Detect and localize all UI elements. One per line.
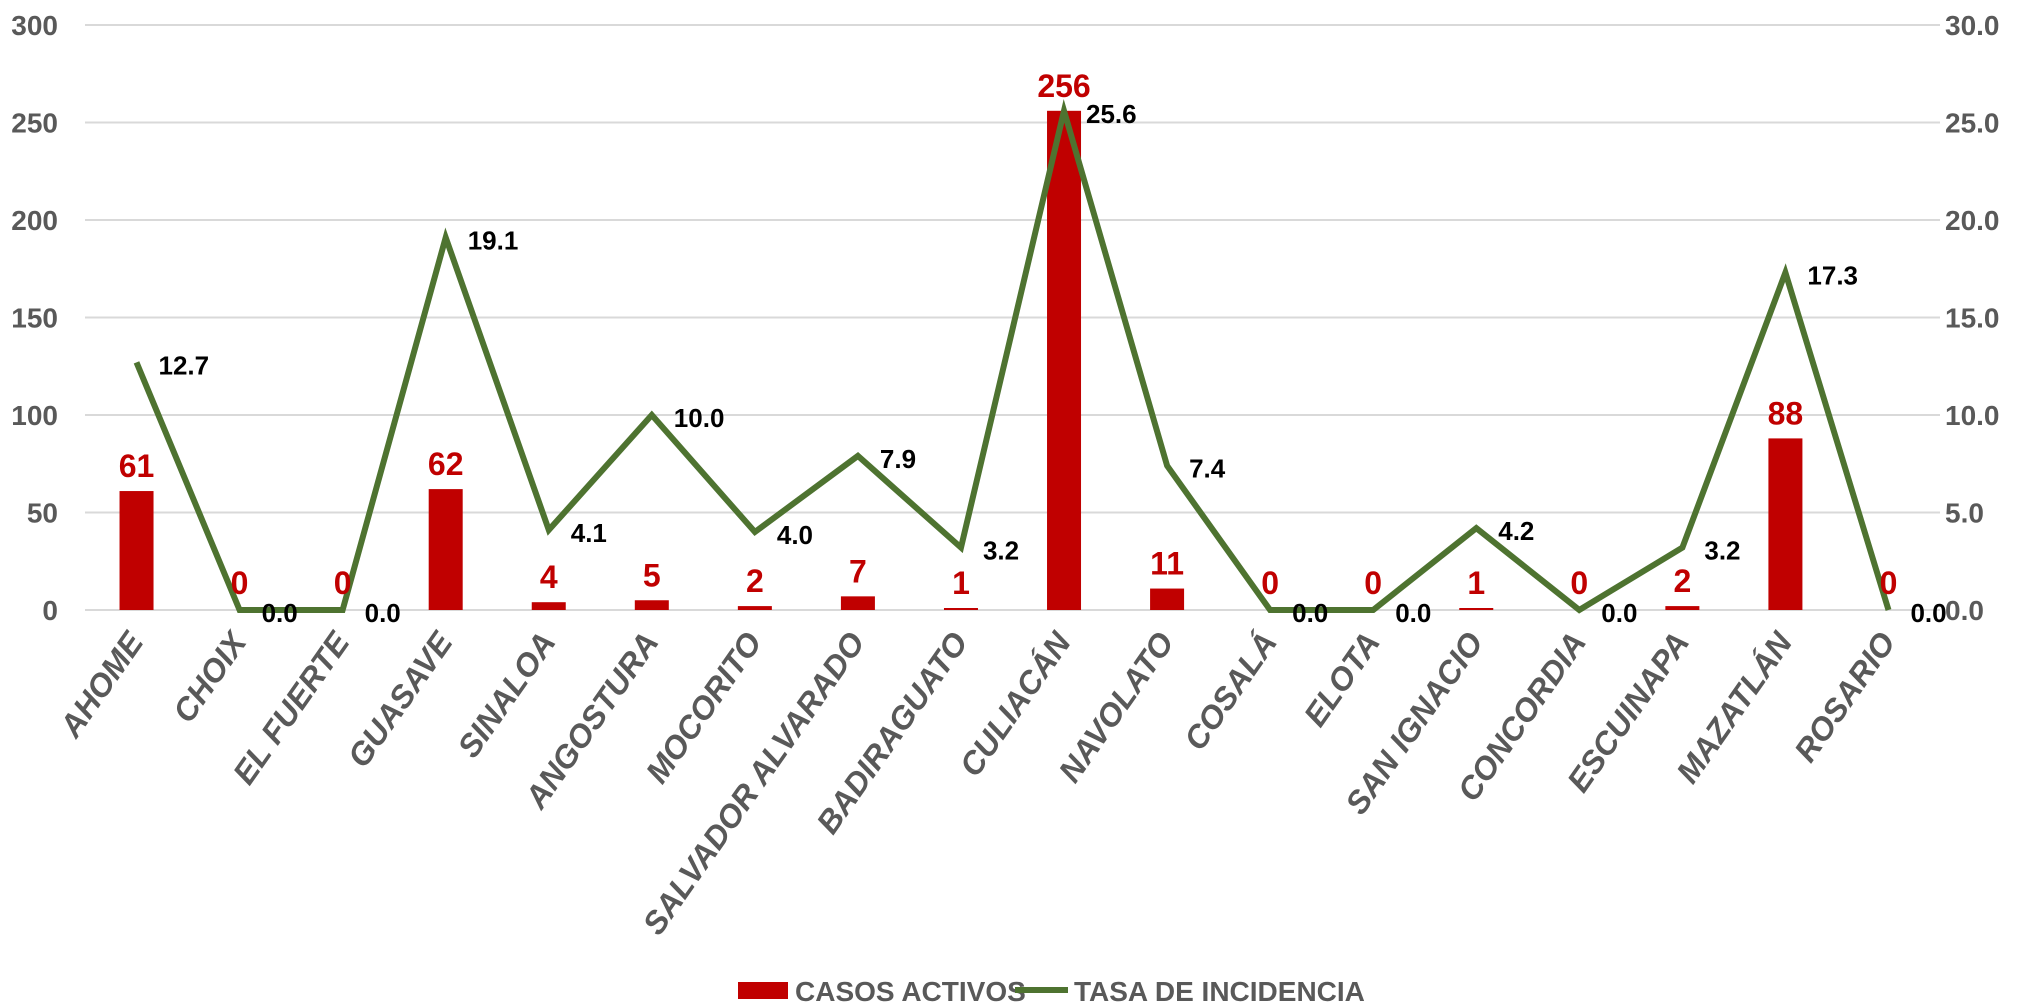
right-tick-label: 15.0 [1945, 303, 2000, 334]
bar-value-label: 5 [643, 557, 661, 593]
incidence-line [133, 99, 1892, 614]
bar-10 [1150, 588, 1185, 610]
line-value-label: 0.0 [1910, 598, 1946, 628]
line-value-label: 3.2 [1704, 536, 1740, 566]
bar-6 [737, 606, 772, 610]
bar-value-label: 7 [849, 553, 867, 589]
line-value-label: 10.0 [674, 403, 725, 433]
line-value-label: 4.0 [777, 520, 813, 550]
right-tick-label: 10.0 [1945, 400, 2000, 431]
legend: CASOS ACTIVOS TASA DE INCIDENCIA [738, 976, 1365, 1007]
left-tick-label: 50 [27, 498, 58, 529]
bar-series-casos-activos [119, 110, 1803, 611]
bar-value-label: 62 [428, 446, 464, 482]
line-value-label: 0.0 [1292, 598, 1328, 628]
line-value-label: 7.4 [1189, 454, 1226, 484]
line-value-label: 3.2 [983, 536, 1019, 566]
line-value-label: 17.3 [1807, 261, 1858, 291]
left-tick-label: 250 [11, 108, 58, 139]
bar-8 [943, 608, 978, 610]
legend-label-tasa-de-incidencia: TASA DE INCIDENCIA [1074, 976, 1365, 1007]
left-tick-label: 0 [42, 595, 58, 626]
line-series-tasa-de-incidencia [133, 99, 1892, 614]
bar-value-label: 0 [1364, 565, 1382, 601]
category-label: ROSARIO [1787, 625, 1902, 768]
legend-swatch-casos-activos [738, 982, 788, 999]
line-value-label: 4.2 [1498, 516, 1534, 546]
category-label: COSALÁ [1177, 625, 1284, 756]
bar-9 [1047, 110, 1082, 611]
right-tick-label: 25.0 [1945, 108, 2000, 139]
bar-value-label: 0 [231, 565, 249, 601]
bar-value-label: 0 [1880, 565, 1898, 601]
right-tick-label: 20.0 [1945, 205, 2000, 236]
category-label: ELOTA [1297, 625, 1387, 733]
bar-16 [1768, 438, 1803, 610]
category-label: CHOIX [166, 624, 255, 729]
bar-value-label: 61 [119, 448, 155, 484]
line-value-label: 0.0 [365, 598, 401, 628]
line-value-label: 12.7 [159, 350, 210, 380]
bar-value-label: 1 [952, 565, 970, 601]
line-value-label: 4.1 [571, 518, 607, 548]
line-value-label: 0.0 [262, 598, 298, 628]
bar-13 [1459, 608, 1494, 610]
left-tick-label: 100 [11, 400, 58, 431]
bar-value-label: 11 [1150, 546, 1184, 582]
bar-data-labels: 61 0 0 62 4 5 2 7 1 256 11 0 0 1 0 2 88 0 [119, 68, 1898, 601]
right-axis-ticks: 0.0 5.0 10.0 15.0 20.0 25.0 30.0 [1945, 10, 2000, 626]
bar-value-label: 2 [746, 563, 764, 599]
line-value-label: 19.1 [468, 226, 519, 256]
line-value-label: 0.0 [1601, 598, 1637, 628]
bar-3 [428, 489, 463, 610]
line-value-label: 0.0 [1395, 598, 1431, 628]
bar-value-label: 256 [1037, 68, 1090, 104]
bar-value-label: 0 [334, 565, 352, 601]
legend-label-casos-activos: CASOS ACTIVOS [795, 976, 1026, 1007]
bar-4 [531, 602, 566, 610]
bar-value-label: 0 [1261, 565, 1279, 601]
bar-value-label: 0 [1570, 565, 1588, 601]
right-tick-label: 5.0 [1945, 498, 1984, 529]
line-data-labels: 12.70.0 0.019.14.110.04.07.93.225.67.40.0… [159, 99, 1947, 628]
right-tick-label: 0.0 [1945, 595, 1984, 626]
line-value-label: 25.6 [1086, 99, 1137, 129]
bar-15 [1665, 606, 1700, 610]
category-label: SINALOA [450, 625, 562, 764]
bar-7 [840, 596, 875, 610]
bar-value-label: 4 [540, 559, 558, 595]
line-value-label: 7.9 [880, 444, 916, 474]
category-label: GUASAVE [341, 624, 461, 774]
bar-value-label: 88 [1768, 395, 1804, 431]
right-tick-label: 30.0 [1945, 10, 2000, 41]
bar-value-label: 1 [1467, 565, 1485, 601]
category-label: AHOME [52, 624, 151, 744]
bar-0 [119, 491, 154, 610]
left-tick-label: 200 [11, 205, 58, 236]
left-tick-label: 150 [11, 303, 58, 334]
bar-5 [634, 600, 669, 610]
left-tick-label: 300 [11, 10, 58, 41]
bar-value-label: 2 [1673, 563, 1691, 599]
left-axis-ticks: 0 50 100 150 200 250 300 [11, 10, 58, 626]
